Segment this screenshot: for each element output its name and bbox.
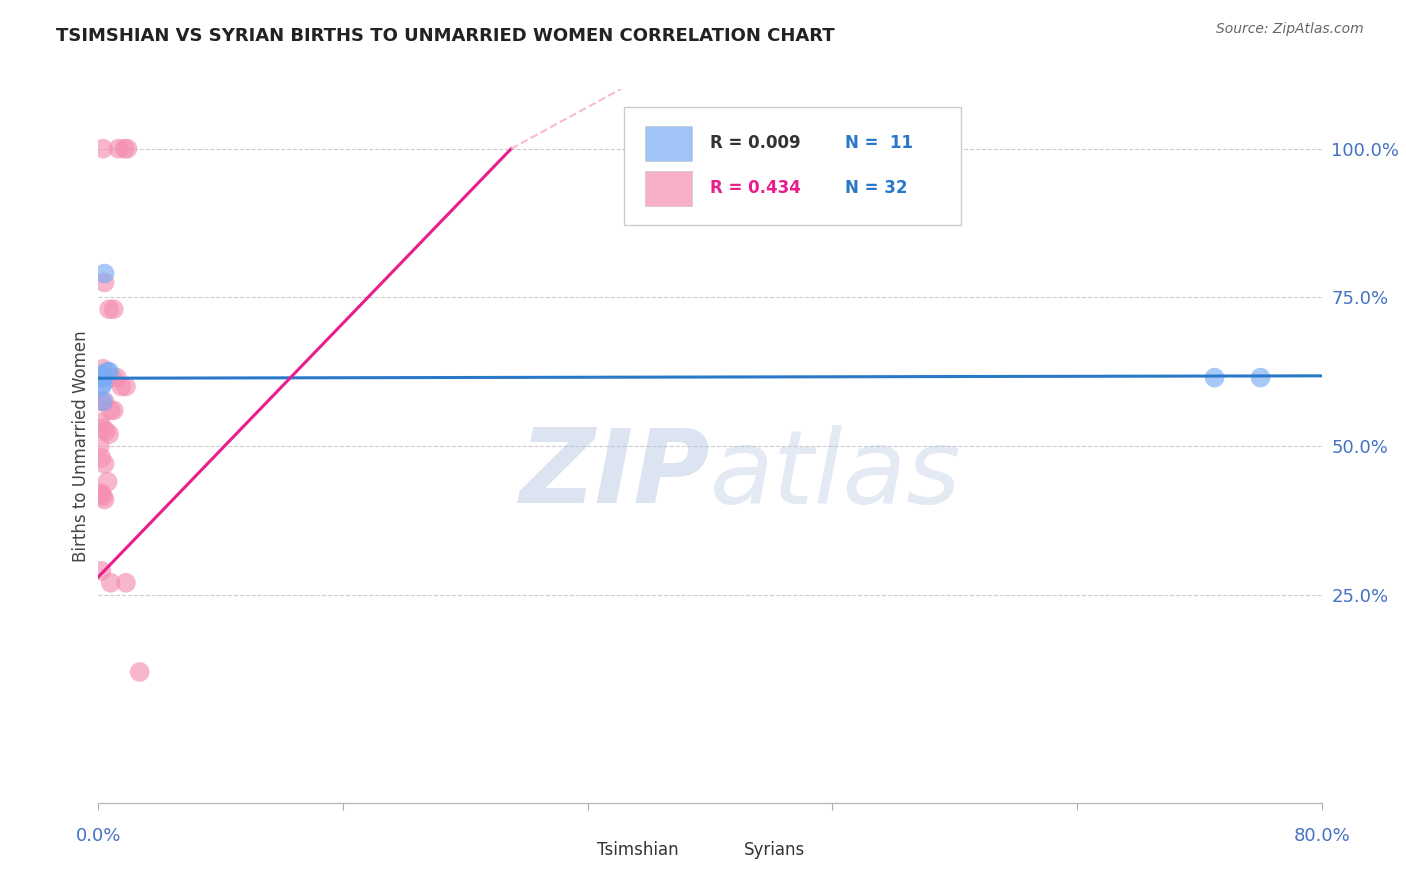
Point (93, 276, 115, 290)
Point (89, 415, 111, 429)
Point (112, 142, 135, 156)
Point (89, 439, 111, 453)
Point (93, 394, 115, 409)
Point (98, 302, 121, 317)
Point (98, 365, 121, 379)
Point (115, 575, 138, 590)
Point (128, 665, 150, 679)
Y-axis label: Births to Unmarried Women: Births to Unmarried Women (72, 330, 90, 562)
Point (91, 394, 114, 409)
Text: atlas: atlas (710, 425, 962, 524)
Text: Source: ZipAtlas.com: Source: ZipAtlas.com (1216, 22, 1364, 37)
Point (93, 492, 115, 507)
Point (93, 267, 115, 281)
Point (90, 564, 112, 578)
Point (98, 427, 121, 442)
Point (94, 424, 117, 438)
Text: N = 32: N = 32 (845, 179, 907, 197)
FancyBboxPatch shape (704, 838, 734, 862)
Text: TSIMSHIAN VS SYRIAN BIRTHS TO UNMARRIED WOMEN CORRELATION CHART: TSIMSHIAN VS SYRIAN BIRTHS TO UNMARRIED … (56, 27, 835, 45)
Text: R = 0.009: R = 0.009 (710, 135, 800, 153)
FancyBboxPatch shape (645, 127, 692, 161)
FancyBboxPatch shape (645, 171, 692, 205)
Point (110, 379, 132, 393)
Point (107, 142, 129, 156)
Point (115, 379, 138, 393)
Point (117, 142, 139, 156)
Point (91, 376, 114, 391)
Point (100, 575, 122, 590)
Point (91, 421, 114, 435)
Point (91, 361, 114, 376)
Text: Tsimshian: Tsimshian (598, 841, 679, 859)
Point (93, 457, 115, 471)
Point (90, 450, 112, 465)
FancyBboxPatch shape (557, 838, 588, 862)
FancyBboxPatch shape (624, 107, 960, 225)
Text: R = 0.434: R = 0.434 (710, 179, 801, 197)
Text: N =  11: N = 11 (845, 135, 912, 153)
Point (103, 302, 125, 317)
Point (90, 379, 112, 393)
Text: Syrians: Syrians (744, 841, 806, 859)
Text: ZIP: ZIP (519, 424, 710, 525)
Point (89, 394, 111, 409)
Point (91, 490, 114, 504)
Point (103, 403, 125, 417)
Point (91, 142, 114, 156)
Point (89, 368, 111, 382)
Point (90, 486, 112, 500)
Text: 80.0%: 80.0% (1294, 827, 1350, 845)
Text: 0.0%: 0.0% (76, 827, 121, 845)
Point (101, 370, 124, 384)
Point (100, 403, 122, 417)
Point (90, 370, 112, 384)
Point (1204, 370, 1226, 384)
Point (91, 370, 114, 384)
Point (105, 370, 128, 384)
Point (89, 486, 111, 500)
Point (97, 365, 120, 379)
Point (97, 475, 120, 489)
Point (1249, 370, 1271, 384)
